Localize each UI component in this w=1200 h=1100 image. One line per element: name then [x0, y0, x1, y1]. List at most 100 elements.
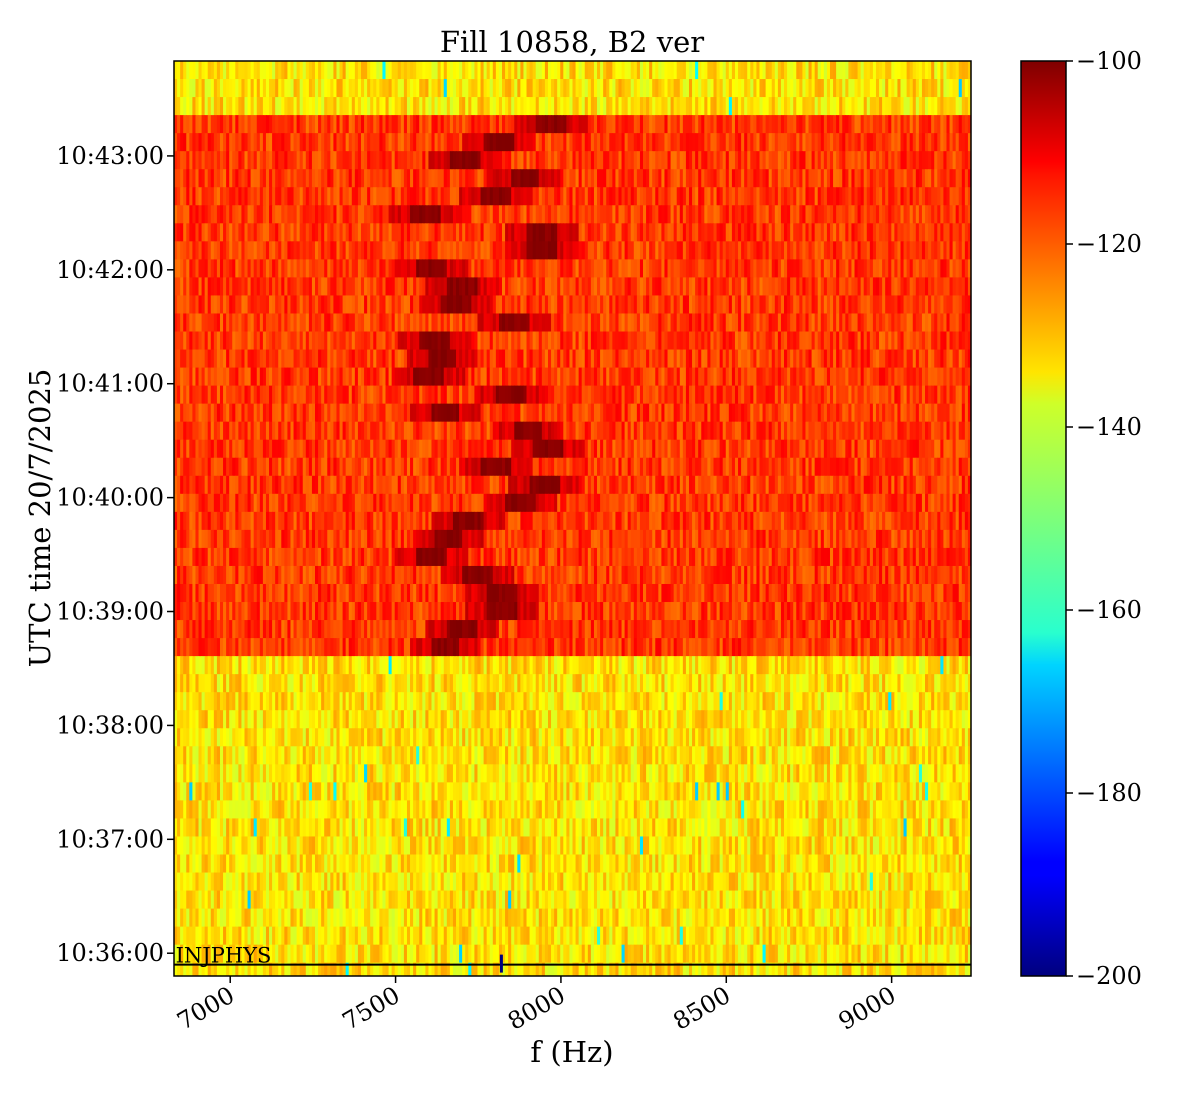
heatmap-cell: [710, 151, 715, 170]
heatmap-cell: [440, 61, 445, 80]
heatmap-cell: [367, 151, 371, 170]
heatmap-cell: [842, 79, 846, 98]
heatmap-cell: [928, 169, 932, 188]
heatmap-cell: [471, 205, 476, 224]
heatmap-cell: [311, 61, 316, 80]
heatmap-cell: [318, 97, 322, 116]
heatmap-cell: [324, 97, 328, 116]
heatmap-cell: [462, 205, 466, 224]
heatmap-cell: [741, 133, 745, 152]
heatmap-cell: [523, 133, 528, 152]
heatmap-cell: [826, 115, 831, 134]
heatmap-cell: [434, 133, 439, 152]
heatmap-cell: [376, 115, 380, 134]
heatmap-cell: [302, 97, 307, 116]
heatmap-cell: [661, 97, 666, 116]
heatmap-cell: [842, 61, 846, 80]
heatmap-cell: [333, 97, 338, 116]
heatmap-cell: [624, 61, 629, 80]
heatmap-cell: [186, 133, 190, 152]
heatmap-cell: [373, 79, 377, 98]
heatmap-cell: [839, 115, 843, 134]
heatmap-cell: [934, 79, 938, 98]
heatmap-cell: [413, 133, 417, 152]
heatmap-cell: [308, 61, 313, 80]
heatmap-cell: [259, 151, 264, 170]
heatmap-cell: [449, 205, 454, 224]
heatmap-cell: [551, 133, 555, 152]
heatmap-cell: [483, 115, 488, 134]
heatmap-cell: [670, 187, 675, 206]
heatmap-cell: [468, 187, 472, 206]
heatmap-cell: [308, 115, 313, 134]
heatmap-cell: [728, 97, 733, 116]
heatmap-cell: [351, 205, 356, 224]
heatmap-cell: [419, 97, 423, 116]
heatmap-cell: [219, 133, 224, 152]
heatmap-cell: [903, 79, 908, 98]
heatmap-cell: [563, 79, 567, 98]
heatmap-cell: [857, 79, 862, 98]
heatmap-cell: [238, 61, 243, 80]
heatmap-cell: [958, 187, 963, 206]
heatmap-cell: [943, 169, 948, 188]
heatmap-cell: [931, 169, 935, 188]
heatmap-cell: [229, 151, 233, 170]
heatmap-cell: [192, 205, 197, 224]
heatmap-cell: [581, 79, 586, 98]
heatmap-cell: [738, 61, 742, 80]
heatmap-cell: [269, 133, 273, 152]
heatmap-cell: [750, 61, 754, 80]
heatmap-cell: [416, 205, 420, 224]
heatmap-cell: [836, 79, 840, 98]
heatmap-cell: [174, 187, 178, 206]
heatmap-cell: [532, 205, 537, 224]
heatmap-cell: [639, 151, 644, 170]
heatmap-cell: [652, 187, 656, 206]
heatmap-cell: [937, 79, 941, 98]
heatmap-cell: [382, 151, 387, 170]
heatmap-cell: [759, 187, 764, 206]
heatmap-cell: [318, 61, 322, 80]
heatmap-cell: [529, 151, 534, 170]
heatmap-cell: [360, 115, 365, 134]
heatmap-cell: [459, 169, 463, 188]
heatmap-cell: [437, 169, 442, 188]
heatmap-cell: [244, 133, 249, 152]
heatmap-cell: [879, 115, 883, 134]
heatmap-cell: [508, 187, 512, 206]
heatmap-cell: [784, 187, 788, 206]
heatmap-cell: [437, 115, 442, 134]
heatmap-cell: [860, 115, 865, 134]
heatmap-cell: [364, 151, 368, 170]
heatmap-cell: [244, 205, 249, 224]
heatmap-cell: [826, 79, 831, 98]
heatmap-cell: [348, 61, 353, 80]
heatmap-cell: [293, 79, 298, 98]
heatmap-cell: [348, 205, 353, 224]
heatmap-cell: [909, 151, 914, 170]
heatmap-cell: [367, 169, 371, 188]
heatmap-cell: [958, 133, 963, 152]
heatmap-cell: [379, 97, 384, 116]
heatmap-cell: [434, 169, 439, 188]
heatmap-cell: [747, 169, 751, 188]
heatmap-cell: [692, 151, 696, 170]
heatmap-cell: [186, 169, 190, 188]
heatmap-cell: [443, 115, 448, 134]
heatmap-cell: [593, 61, 598, 80]
heatmap-cell: [817, 97, 822, 116]
heatmap-cell: [443, 169, 448, 188]
heatmap-cell: [226, 151, 230, 170]
heatmap-cell: [719, 79, 724, 98]
heatmap-cell: [744, 61, 748, 80]
heatmap-cell: [563, 97, 567, 116]
heatmap-cell: [321, 187, 325, 206]
heatmap-cell: [443, 61, 448, 80]
heatmap-cell: [707, 187, 712, 206]
heatmap-cell: [612, 151, 617, 170]
heatmap-cell: [597, 187, 601, 206]
heatmap-cell: [903, 151, 908, 170]
heatmap-cell: [397, 133, 402, 152]
heatmap-cell: [357, 61, 362, 80]
